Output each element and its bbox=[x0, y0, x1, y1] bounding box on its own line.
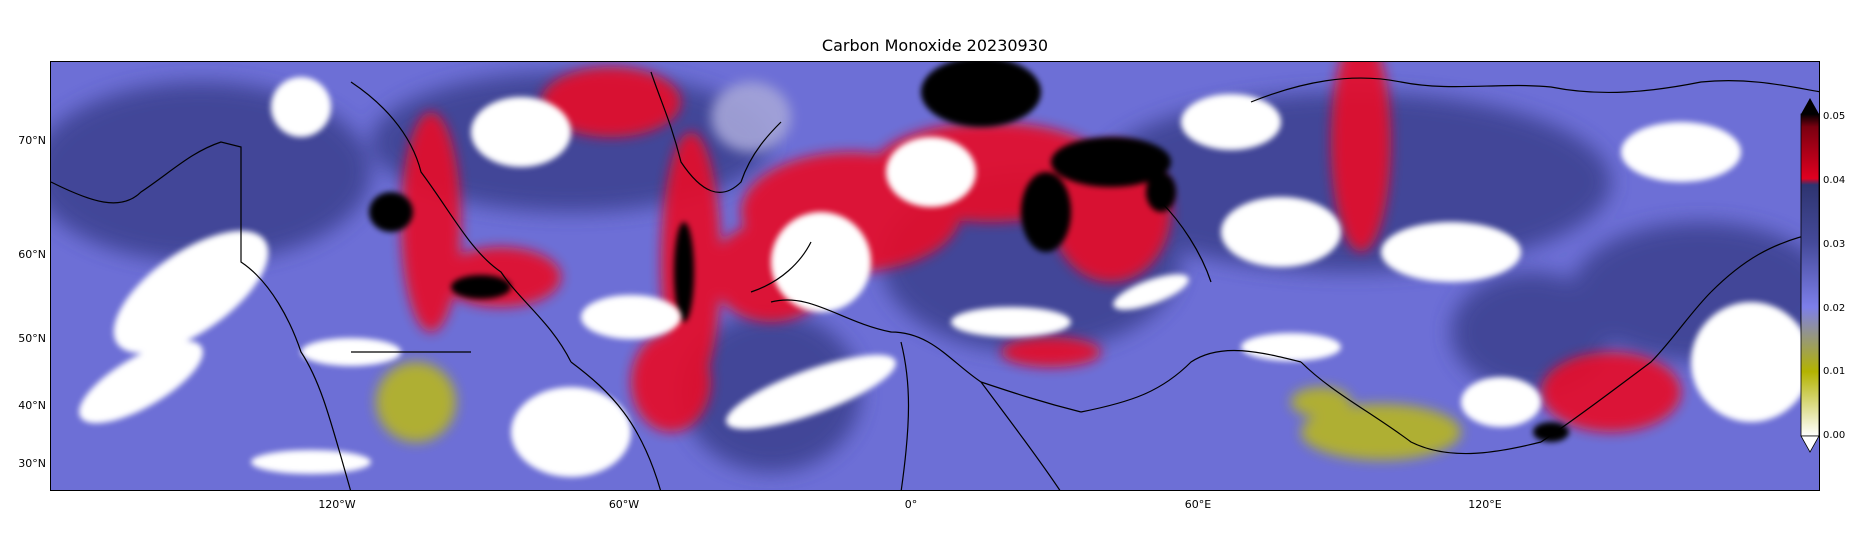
lat-label-60n: 60°N bbox=[18, 248, 46, 261]
lon-label-60e: 60°E bbox=[1184, 498, 1212, 511]
lon-label-60w: 60°W bbox=[608, 498, 640, 511]
colorbar-gradient bbox=[1800, 113, 1820, 437]
map-title: Carbon Monoxide 20230930 bbox=[821, 36, 1049, 55]
coastlines bbox=[51, 71, 1819, 490]
lat-label-70n: 70°N bbox=[18, 134, 46, 147]
colorbar-min-extend bbox=[1800, 435, 1820, 453]
lon-label-120w: 120°W bbox=[318, 498, 356, 511]
colorbar-tick-005: 0.05 bbox=[1823, 111, 1846, 122]
map-plot-area[interactable] bbox=[50, 61, 1820, 491]
cloud-gaps bbox=[79, 77, 1811, 477]
colorbar-max-extend bbox=[1801, 98, 1819, 114]
colorbar bbox=[1800, 98, 1820, 453]
colorbar-tick-001: 0.01 bbox=[1823, 366, 1846, 377]
lon-label-0: 0° bbox=[904, 498, 918, 511]
lat-label-50n: 50°N bbox=[18, 332, 46, 345]
lat-label-30n: 30°N bbox=[18, 457, 46, 470]
carbon-monoxide-map bbox=[51, 62, 1819, 490]
lon-label-120e: 120°E bbox=[1468, 498, 1502, 511]
colorbar-tick-003: 0.03 bbox=[1823, 239, 1846, 250]
lat-label-40n: 40°N bbox=[18, 399, 46, 412]
colorbar-tick-000: 0.00 bbox=[1823, 430, 1846, 441]
colorbar-tick-002: 0.02 bbox=[1823, 303, 1846, 314]
colorbar-tick-004: 0.04 bbox=[1823, 175, 1846, 186]
co-very-high-patches bbox=[369, 62, 1569, 442]
